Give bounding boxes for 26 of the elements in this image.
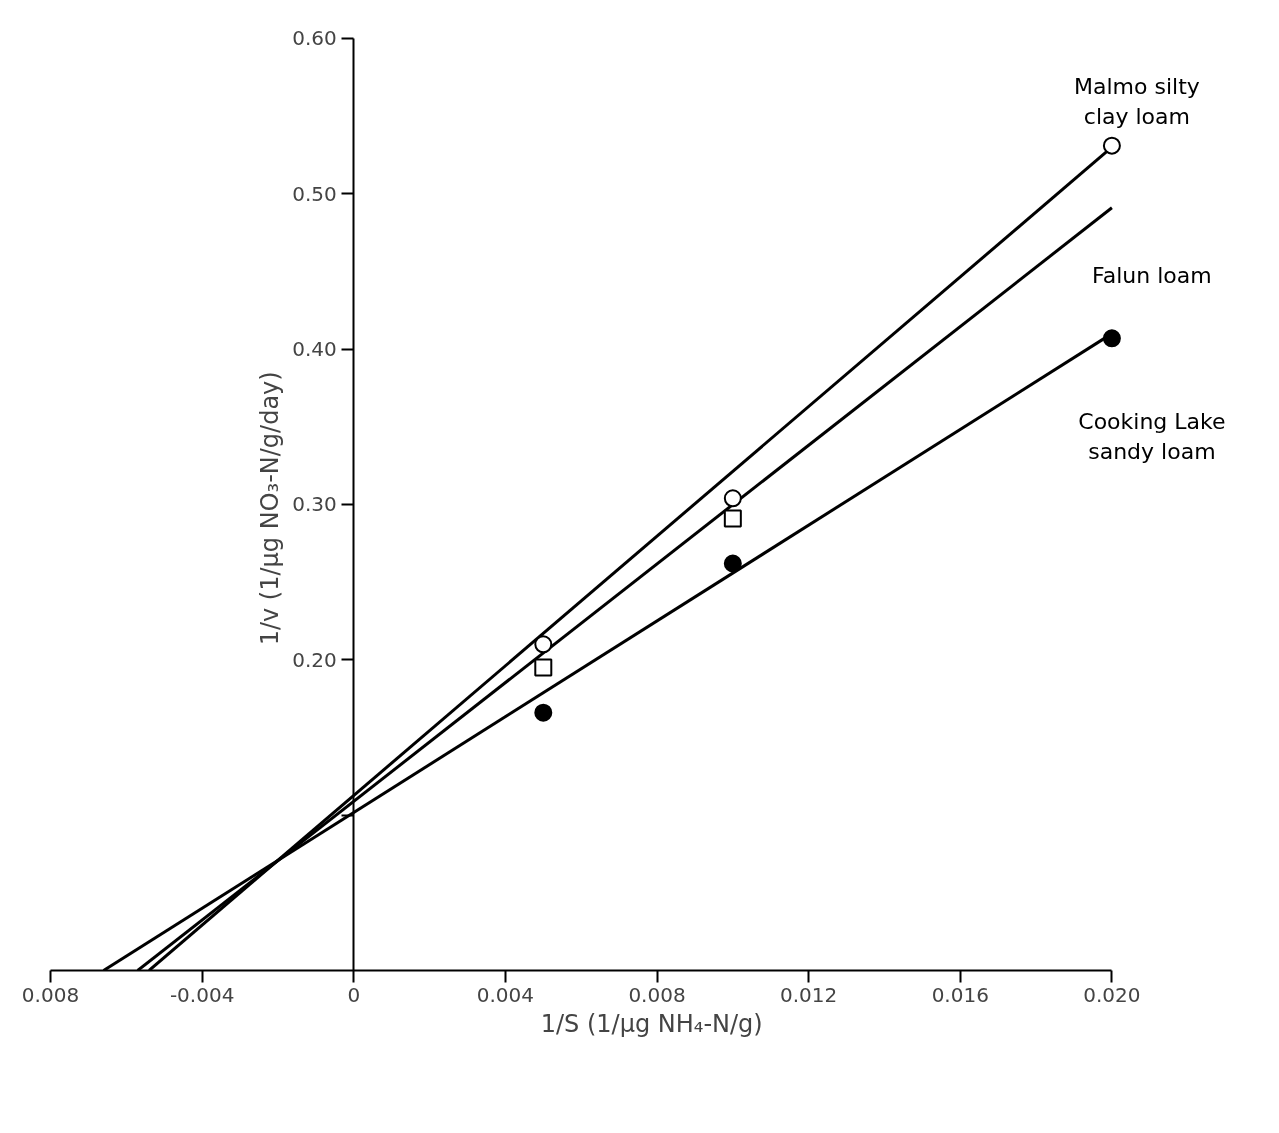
x-tick-label: 0.004 [476, 982, 535, 1007]
point [723, 554, 742, 573]
x-tick-label: 0.012 [780, 982, 838, 1007]
y-tick-label: 0.60 [292, 26, 337, 51]
y-tick-label: 0.30 [292, 492, 337, 517]
x-tick-label: 0 [347, 982, 361, 1007]
series-label: Malmo silty clay loam [1074, 74, 1200, 130]
x-tick-label: 0.008 [21, 982, 80, 1007]
point [723, 489, 742, 508]
point [534, 635, 553, 654]
y-tick-label: 0.20 [292, 647, 337, 672]
point [534, 658, 553, 677]
y-tick-label: 0.50 [292, 181, 337, 206]
point [534, 703, 553, 722]
x-tick-label: 0.020 [1083, 982, 1141, 1007]
y-tick-label: 0.40 [292, 337, 337, 362]
y-axis-title: 1/v (1/µg NO₃-N/g/day) [255, 371, 284, 646]
x-tick-label: -0.004 [169, 982, 235, 1007]
text: Cooking Lake sandy loam [1078, 408, 1226, 464]
x-tick-label: 0.016 [931, 982, 989, 1007]
series-label: Falun loam [1092, 262, 1212, 288]
point [1102, 329, 1121, 348]
point [1102, 136, 1121, 155]
point [723, 509, 742, 528]
x-axis-title: 1/S (1/µg NH₄-N/g) [540, 1009, 763, 1038]
x-tick-label: 0.008 [628, 982, 686, 1007]
